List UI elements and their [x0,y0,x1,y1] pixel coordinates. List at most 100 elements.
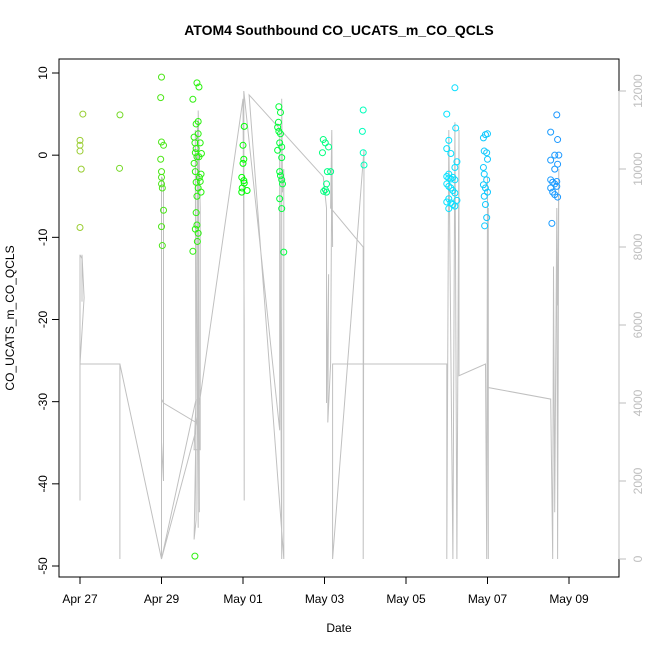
data-point [197,188,205,196]
data-point [443,198,451,206]
data-point [447,175,455,183]
data-point [160,141,168,149]
x-axis-label: Date [326,621,352,635]
data-point [192,209,200,217]
data-point [116,164,124,172]
data-point [483,176,491,184]
x-tick-label: May 01 [223,592,263,606]
y-tick-label: 10 [36,66,50,80]
x-tick-label: May 07 [468,592,508,606]
data-point [239,159,247,167]
data-point [191,552,199,560]
data-point [484,130,491,138]
data-point [196,139,204,147]
data-point [479,163,487,171]
y2-tick-label: 4000 [631,389,645,416]
data-point [76,136,84,144]
data-point [160,206,168,214]
data-point [116,111,124,119]
data-point [195,83,203,91]
data-point [193,221,201,229]
data-point [194,229,202,237]
data-point [193,192,201,200]
data-point [276,195,284,203]
x-tick-label: May 09 [549,592,589,606]
data-point [194,130,202,138]
data-point [192,145,200,153]
data-point [193,153,201,161]
data-point [240,155,248,163]
data-point [239,141,247,149]
data-point [197,170,205,178]
data-point [451,176,459,184]
data-point [158,180,165,188]
data-point [358,127,366,135]
data-point [276,130,284,138]
data-point [553,182,561,190]
data-point [158,223,165,231]
data-point [447,150,455,158]
y-tick-label: -40 [36,475,50,493]
data-point [195,153,203,161]
data-point [158,184,166,192]
data-point [157,94,165,102]
data-point [320,187,328,195]
data-point [484,155,491,163]
data-point [318,149,326,157]
y-tick-label: -20 [36,311,50,329]
data-point [240,177,248,185]
y-tick-label: -30 [36,393,50,411]
data-point [278,154,286,162]
x-tick-label: Apr 29 [144,592,180,606]
y-axis-label: CO_UCATS_m_CO_QCLS [3,245,17,390]
data-point [325,143,333,151]
data-point [445,205,453,213]
data-point [193,79,201,87]
data-point [193,237,201,245]
data-point [243,186,251,194]
data-point [481,184,489,192]
data-point [76,223,84,231]
y2-tick-label: 12000 [631,74,645,108]
y2-tick-label: 10000 [631,152,645,186]
data-point [449,200,457,208]
data-point [276,168,284,176]
data-point [158,173,165,181]
data-point [189,95,197,103]
data-point [280,248,288,256]
y-tick-label: -50 [36,557,50,575]
data-point [279,180,287,188]
data-point [551,151,559,159]
data-point [453,196,461,204]
data-point [553,177,561,185]
plot-frame [58,58,620,578]
data-point [274,123,282,131]
data-point [443,145,451,153]
data-point [547,184,555,192]
data-point [158,73,165,81]
y2-tick-label: 6000 [631,311,645,338]
x-axis: Apr 27 Apr 29 May 01 May 03 May 05 May 07 May … [62,576,589,606]
data-point [483,149,491,157]
secondary-line [79,90,560,560]
data-point [547,128,555,136]
data-point [274,146,282,154]
data-point [445,182,453,190]
y2-tick-label: 8000 [631,233,645,260]
data-point [192,120,200,128]
data-point [483,214,491,222]
y-tick-label: -10 [36,228,50,246]
data-point [547,156,555,164]
data-point [554,136,562,144]
data-point [191,168,199,176]
data-point [451,84,459,92]
data-point [158,242,166,250]
data-point [276,108,284,116]
data-point [189,247,197,255]
data-point [323,188,331,196]
data-point [359,106,367,114]
data-point [551,165,559,173]
data-point [360,161,368,169]
data-point [481,200,489,208]
data-point [480,170,488,178]
